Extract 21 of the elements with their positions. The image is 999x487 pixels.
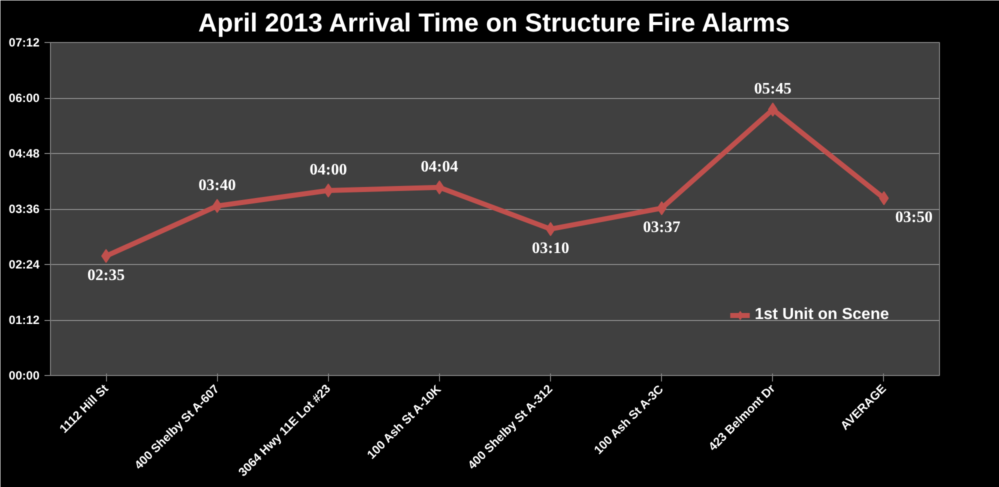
data-label: 03:40: [198, 176, 236, 194]
point: [768, 102, 778, 117]
y-tick-label: 04:48: [8, 146, 40, 160]
y-tick-label: 02:24: [8, 258, 40, 272]
data-label: 05:45: [754, 80, 792, 98]
data-label: 04:04: [420, 158, 458, 176]
chart-title: April 2013 Arrival Time on Structure Fire Alarms: [198, 8, 790, 38]
y-tick-label: 03:36: [8, 202, 40, 216]
data-label: 03:50: [895, 209, 933, 226]
legend-label: 1st Unit on Scene: [754, 306, 889, 324]
data-label: 03:10: [532, 240, 570, 258]
y-tick-label: 06:00: [8, 91, 40, 105]
y-tick-label: 07:12: [8, 36, 40, 50]
data-label: 04:00: [310, 162, 347, 178]
point: [656, 201, 667, 216]
y-tick-label: 00:00: [8, 368, 40, 382]
point: [323, 184, 334, 198]
y-tick-label: 01:12: [8, 313, 40, 327]
point: [212, 198, 222, 213]
data-label: 03:37: [643, 219, 680, 236]
data-label: 02:35: [87, 267, 125, 284]
